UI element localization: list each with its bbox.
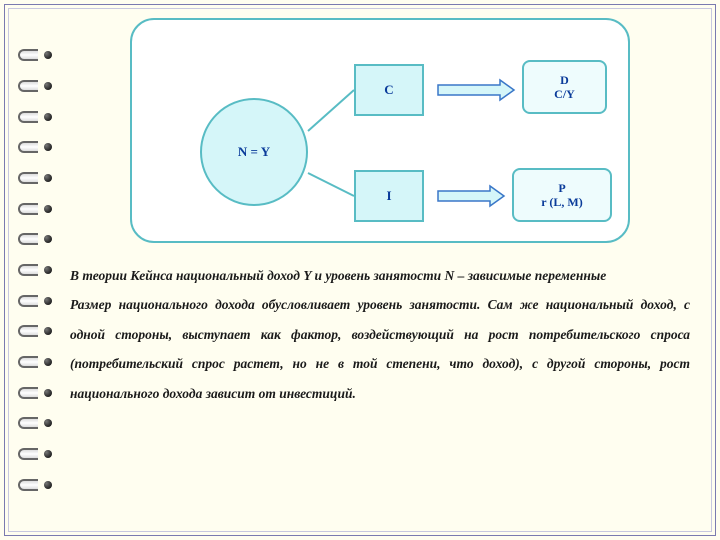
diagram-container: N = Y C I D C/Y P r (L, M) — [130, 18, 630, 243]
node-d: D C/Y — [522, 60, 607, 114]
page-content: N = Y C I D C/Y P r (L, M) В теории Кейнса н… — [70, 18, 690, 522]
keynes-diagram: N = Y C I D C/Y P r (L, M) — [130, 18, 630, 243]
node-p: P r (L, M) — [512, 168, 612, 222]
node-c: C — [354, 64, 424, 116]
spiral-binding — [18, 40, 56, 500]
node-i: I — [354, 170, 424, 222]
body-text: В теории Кейнса национальный доход Y и у… — [70, 261, 690, 408]
node-ny: N = Y — [200, 98, 308, 206]
